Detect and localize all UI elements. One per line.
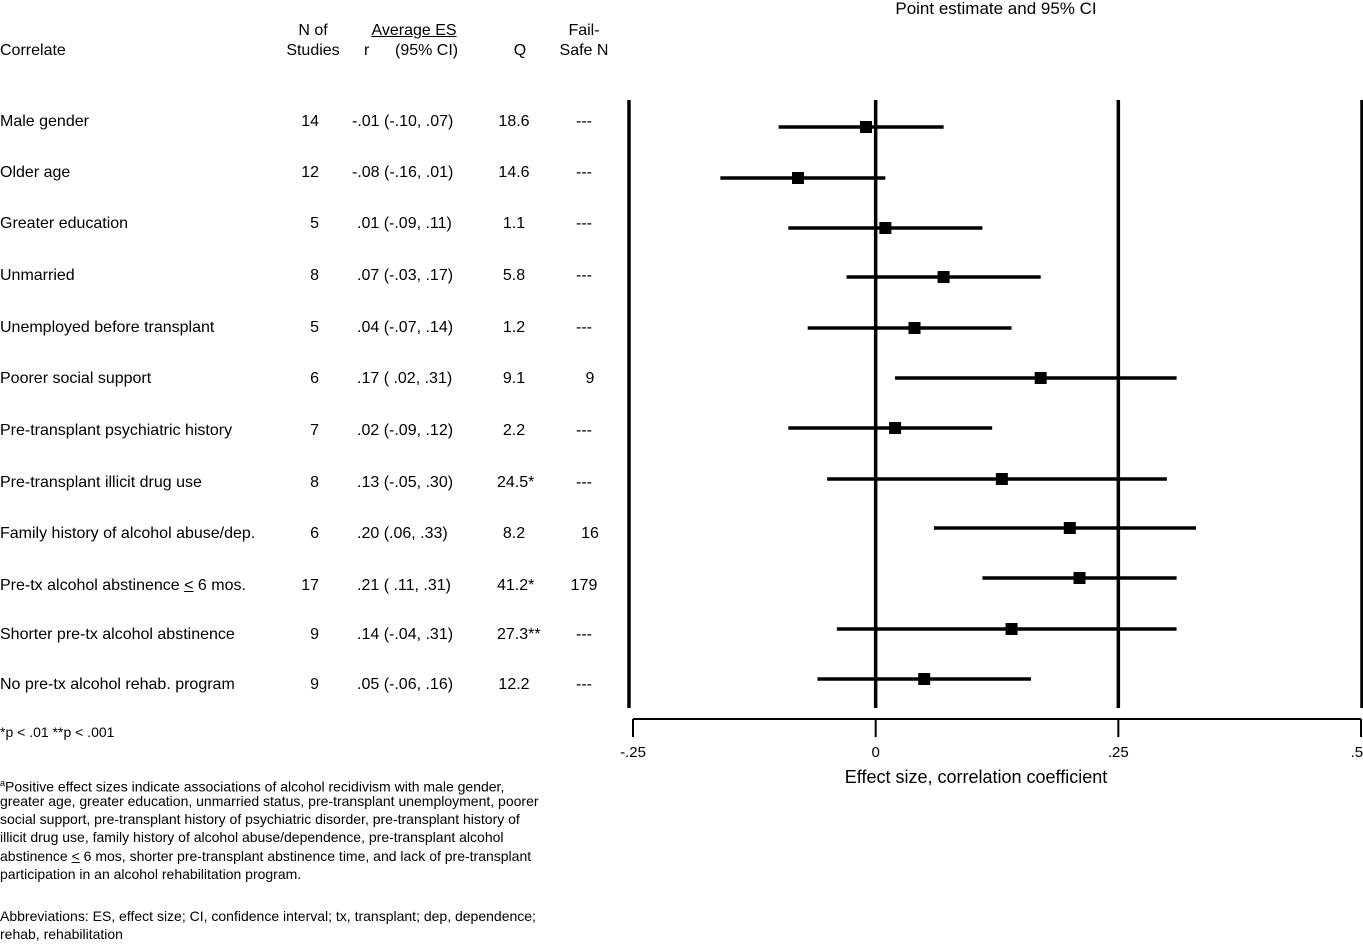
row-n: 6 [310,525,319,542]
row-failsafe: --- [576,319,592,336]
row-correlate: Unemployed before transplant [0,319,215,336]
row-correlate: Shorter pre-tx alcohol abstinence [0,626,235,643]
point-estimate [995,473,1008,485]
point-estimate [1073,572,1086,584]
header-n-line2: Studies [286,42,340,59]
row-correlate: Greater education [0,215,129,232]
row-correlate: Unmarried [0,267,75,284]
point-estimate [1005,623,1018,635]
row-n: 5 [310,319,319,336]
row-correlate: Older age [0,164,71,181]
row-es: -.01 (-.10, .07) [352,113,454,130]
row-n: 17 [301,577,319,594]
row-q: 18.6 [498,113,530,130]
abbreviations-line: Abbreviations: ES, effect size; CI, conf… [0,908,536,924]
row-es: .01 (-.09, .11) [357,215,452,232]
footnote-a-line: greater age, greater education, unmarrie… [0,793,539,809]
footnote-a-line: aPositive effect sizes indicate associat… [0,778,505,795]
row-n: 5 [310,215,319,232]
x-tick-label: 0 [871,744,879,761]
row-es: .13 (-.05, .30) [357,474,454,491]
row-correlate: Pre-transplant illicit drug use [0,474,202,491]
row-failsafe: --- [576,422,592,439]
footnote-a-line: abstinence < 6 mos, shorter pre-transpla… [0,848,532,864]
row-failsafe: 9 [585,370,595,387]
point-estimate [908,322,921,334]
row-failsafe: --- [576,676,592,693]
row-q: 2.2 [502,422,526,439]
row-failsafe: 16 [581,525,599,542]
row-correlate: Pre-transplant psychiatric history [0,422,233,439]
row-correlate: Poorer social support [0,370,152,387]
footnote-a-line: social support, pre-transplant history o… [0,811,520,827]
footnote-a-line: illicit drug use, family history of alco… [0,829,504,845]
row-es: .04 (-.07, .14) [357,319,454,336]
point-estimate [889,422,902,434]
row-failsafe: --- [576,113,592,130]
x-tick-label: .25 [1108,744,1129,761]
row-failsafe: --- [576,474,592,491]
row-q: 8.2 [502,525,526,542]
row-es: .14 (-.04, .31) [357,626,454,643]
row-es: .05 (-.06, .16) [357,676,454,693]
row-q: 1.1 [502,215,526,232]
row-n: 7 [310,422,319,439]
row-q: 14.6 [498,164,530,181]
row-es: .17 ( .02, .31) [357,370,453,387]
x-tick-label: .50 [1351,744,1363,761]
row-q: 24.5* [497,474,535,491]
significance-note: *p < .01 **p < .001 [0,724,115,740]
row-es: -.08 (-.16, .01) [352,164,454,181]
point-estimate [937,271,950,283]
x-axis-label: Effect size, correlation coefficient [845,767,1107,787]
header-n-line1: N of [298,22,328,39]
row-es: .20 (.06, .33) [357,525,448,542]
point-estimate [879,222,892,234]
row-n: 14 [301,113,319,130]
header-ci: (95% CI) [395,42,459,59]
row-failsafe: --- [576,267,592,284]
point-estimate [918,673,931,685]
row-q: 5.8 [502,267,526,284]
point-estimate [859,121,872,133]
row-n: 8 [310,474,319,491]
abbreviations-line: rehab, rehabilitation [0,926,123,942]
row-failsafe: --- [576,215,592,232]
row-n: 9 [310,676,319,693]
header-failsafe-line2: Safe N [559,42,609,59]
row-es: .21 ( .11, .31) [357,577,451,594]
row-n: 6 [310,370,319,387]
row-q: 27.3** [497,626,541,643]
footnote-marker: a [0,778,6,788]
row-q: 12.2 [498,676,530,693]
point-estimate [1034,372,1047,384]
row-es: .07 (-.03, .17) [357,267,454,284]
chart-title: Point estimate and 95% CI [895,0,1096,18]
row-es: .02 (-.09, .12) [357,422,454,439]
row-failsafe: --- [576,626,592,643]
footnote-a-line: participation in an alcohol rehabilitati… [0,866,302,882]
header-q: Q [513,42,527,59]
row-n: 12 [301,164,319,181]
row-correlate: Pre-tx alcohol abstinence < 6 mos. [0,577,246,594]
row-q: 9.1 [502,370,526,387]
row-n: 8 [310,267,319,284]
row-failsafe: --- [576,164,592,181]
point-estimate [792,172,805,184]
point-estimate [1063,522,1076,534]
row-q: 41.2* [497,577,535,594]
x-tick-label: -.25 [620,744,646,761]
row-n: 9 [310,626,319,643]
row-q: 1.2 [502,319,526,336]
header-average-es: Average ES [371,22,457,39]
header-r: r [364,42,370,59]
row-failsafe: 179 [570,577,598,594]
row-correlate: Male gender [0,113,89,130]
header-failsafe-line1: Fail- [568,22,600,39]
header-correlate: Correlate [0,42,66,59]
row-correlate: No pre-tx alcohol rehab. program [0,676,235,693]
row-correlate: Family history of alcohol abuse/dep. [0,525,256,542]
